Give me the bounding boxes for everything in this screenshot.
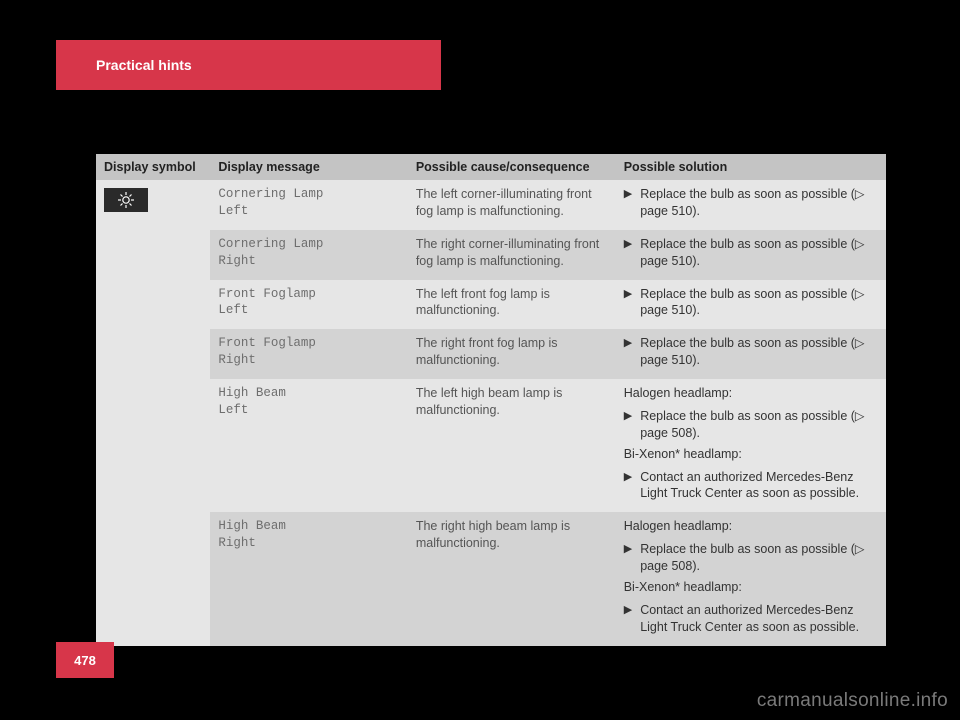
section-title: Practical hints	[96, 57, 192, 73]
bullet-arrow-icon: ▶	[624, 286, 632, 320]
solution-cell: ▶Replace the bulb as soon as possible (▷…	[616, 280, 886, 330]
solution-cell: Halogen headlamp:▶Replace the bulb as so…	[616, 379, 886, 512]
table-row: High BeamLeftThe left high beam lamp is …	[96, 379, 886, 512]
table-row: Front FoglampRightThe right front fog la…	[96, 329, 886, 379]
table-row: Front FoglampLeftThe left front fog lamp…	[96, 280, 886, 330]
light-bulb-icon	[104, 188, 148, 212]
display-message-cell: Cornering LampLeft	[210, 180, 408, 230]
diagnostic-table: Display symbol Display message Possible …	[96, 154, 886, 646]
cause-cell: The left high beam lamp is malfunctionin…	[408, 379, 616, 512]
table-header-row: Display symbol Display message Possible …	[96, 154, 886, 180]
cause-cell: The left front fog lamp is malfunctionin…	[408, 280, 616, 330]
bullet-arrow-icon: ▶	[624, 408, 632, 442]
diagnostic-table-container: Display symbol Display message Possible …	[96, 154, 886, 646]
table-row: Cornering LampRightThe right corner-illu…	[96, 230, 886, 280]
bullet-arrow-icon: ▶	[624, 602, 632, 636]
page-number-badge: 478	[56, 642, 114, 678]
table-row: Cornering LampLeftThe left corner-illumi…	[96, 180, 886, 230]
display-message-cell: Front FoglampLeft	[210, 280, 408, 330]
display-message-cell: High BeamRight	[210, 512, 408, 645]
watermark-text: carmanualsonline.info	[757, 690, 948, 712]
display-message-cell: High BeamLeft	[210, 379, 408, 512]
bullet-arrow-icon: ▶	[624, 236, 632, 270]
col-header-solution: Possible solution	[616, 154, 886, 180]
bullet-arrow-icon: ▶	[624, 541, 632, 575]
page-number: 478	[74, 653, 96, 668]
cause-cell: The right front fog lamp is malfunctioni…	[408, 329, 616, 379]
cause-cell: The left corner-illuminating front fog l…	[408, 180, 616, 230]
col-header-message: Display message	[210, 154, 408, 180]
col-header-symbol: Display symbol	[96, 154, 210, 180]
solution-cell: ▶Replace the bulb as soon as possible (▷…	[616, 329, 886, 379]
bullet-arrow-icon: ▶	[624, 469, 632, 503]
display-message-cell: Cornering LampRight	[210, 230, 408, 280]
display-symbol-cell	[96, 180, 210, 646]
bullet-arrow-icon: ▶	[624, 335, 632, 369]
cause-cell: The right high beam lamp is malfunctioni…	[408, 512, 616, 645]
cause-cell: The right corner-illuminating front fog …	[408, 230, 616, 280]
solution-cell: ▶Replace the bulb as soon as possible (▷…	[616, 180, 886, 230]
col-header-cause: Possible cause/consequence	[408, 154, 616, 180]
table-row: High BeamRightThe right high beam lamp i…	[96, 512, 886, 645]
section-header: Practical hints	[56, 40, 441, 90]
solution-cell: Halogen headlamp:▶Replace the bulb as so…	[616, 512, 886, 645]
display-message-cell: Front FoglampRight	[210, 329, 408, 379]
bullet-arrow-icon: ▶	[624, 186, 632, 220]
solution-cell: ▶Replace the bulb as soon as possible (▷…	[616, 230, 886, 280]
